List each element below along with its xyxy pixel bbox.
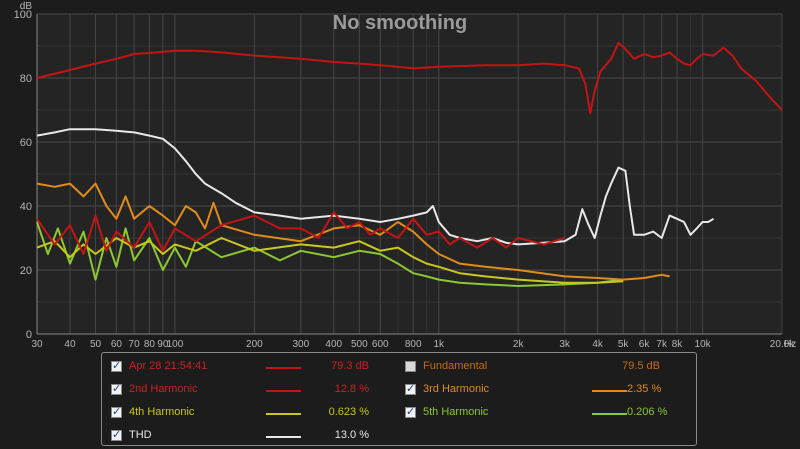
legend-panel: Apr 28 21:54:41 79.3 dB Fundamental 79.5… — [101, 352, 697, 446]
checkbox-checked-icon[interactable] — [111, 382, 122, 395]
y-axis-unit: dB — [20, 1, 33, 12]
x-tick-label: 300 — [292, 339, 309, 350]
series-line-2nd-harmonic — [36, 211, 565, 255]
x-tick-label: 1k — [433, 339, 445, 350]
legend-label: 5th Harmonic — [423, 406, 489, 418]
chart-title: No smoothing — [332, 12, 468, 34]
x-tick-label: 500 — [351, 339, 368, 350]
series-line-4th-harmonic — [36, 237, 624, 284]
x-tick-label: 600 — [372, 339, 389, 350]
y-tick-label: 60 — [20, 137, 32, 149]
legend-item-3rd-harmonic[interactable]: 3rd Harmonic 2.35 % — [405, 382, 695, 399]
series-line-5th-harmonic — [36, 221, 624, 287]
checkbox-checked-icon[interactable] — [111, 359, 122, 372]
x-tick-label: 800 — [405, 339, 422, 350]
legend-item-measurement[interactable]: Apr 28 21:54:41 79.3 dB — [111, 359, 381, 376]
y-tick-label: 40 — [20, 201, 32, 213]
legend-label: THD — [129, 429, 152, 441]
x-tick-label: 6k — [639, 339, 651, 350]
legend-item-5th-harmonic[interactable]: 5th Harmonic 0.206 % — [405, 405, 695, 422]
checkbox-unchecked-icon[interactable] — [405, 361, 416, 372]
legend-swatch — [592, 413, 627, 415]
x-tick-label: 400 — [325, 339, 342, 350]
x-tick-label: 7k — [656, 339, 668, 350]
x-tick-label: 60 — [111, 339, 123, 350]
legend-value: 0.623 % — [328, 406, 369, 418]
legend-swatch — [592, 390, 627, 392]
x-tick-label: 10k — [695, 339, 712, 350]
checkbox-checked-icon[interactable] — [405, 382, 416, 395]
x-tick-label: 200 — [246, 339, 263, 350]
x-tick-label: 90 — [157, 339, 169, 350]
y-tick-label: 80 — [20, 73, 32, 85]
legend-label: 3rd Harmonic — [423, 383, 490, 395]
legend-item-thd[interactable]: THD 13.0 % — [111, 428, 381, 445]
legend-label: Fundamental — [423, 360, 488, 372]
x-tick-label: 3k — [559, 339, 571, 350]
checkbox-checked-icon[interactable] — [111, 428, 122, 441]
x-tick-label: 5k — [618, 339, 630, 350]
y-tick-label: 20 — [20, 265, 32, 277]
legend-item-4th-harmonic[interactable]: 4th Harmonic 0.623 % — [111, 405, 381, 422]
checkbox-checked-icon[interactable] — [405, 405, 416, 418]
x-tick-label: 100 — [167, 339, 184, 350]
y-tick-label: 0 — [26, 329, 32, 341]
x-tick-label: 4k — [592, 339, 604, 350]
legend-value: 79.3 dB — [331, 360, 369, 372]
x-tick-label: 8k — [672, 339, 684, 350]
legend-item-fundamental[interactable]: Fundamental 79.5 dB — [405, 360, 695, 376]
series-line-3rd-harmonic — [36, 182, 670, 281]
series-line-apr-28-21-54-41 — [36, 41, 783, 115]
x-tick-label: 80 — [144, 339, 156, 350]
legend-label: 4th Harmonic — [129, 406, 195, 418]
legend-item-2nd-harmonic[interactable]: 2nd Harmonic 12.8 % — [111, 382, 381, 399]
checkbox-checked-icon[interactable] — [111, 405, 122, 418]
legend-value: 2.35 % — [627, 383, 662, 395]
x-tick-label: 20.0k — [770, 339, 795, 350]
series-line-thd — [36, 128, 715, 246]
legend-value: 79.5 dB — [622, 360, 660, 372]
legend-value: 0.206 % — [627, 406, 668, 418]
legend-swatch — [266, 367, 301, 369]
legend-swatch — [266, 390, 301, 392]
legend-value: 13.0 % — [334, 429, 369, 441]
x-axis-unit: Hz — [784, 339, 796, 350]
legend-label: Apr 28 21:54:41 — [129, 360, 208, 372]
legend-value: 12.8 % — [334, 383, 369, 395]
legend-swatch — [266, 413, 301, 415]
x-tick-label: 30 — [31, 339, 43, 350]
legend-label: 2nd Harmonic — [129, 383, 198, 395]
legend-swatch — [266, 436, 301, 438]
x-tick-label: 2k — [513, 339, 525, 350]
x-tick-label: 70 — [129, 339, 141, 350]
x-tick-label: 40 — [64, 339, 76, 350]
y-tick-label: 100 — [14, 9, 32, 21]
x-tick-label: 50 — [90, 339, 102, 350]
